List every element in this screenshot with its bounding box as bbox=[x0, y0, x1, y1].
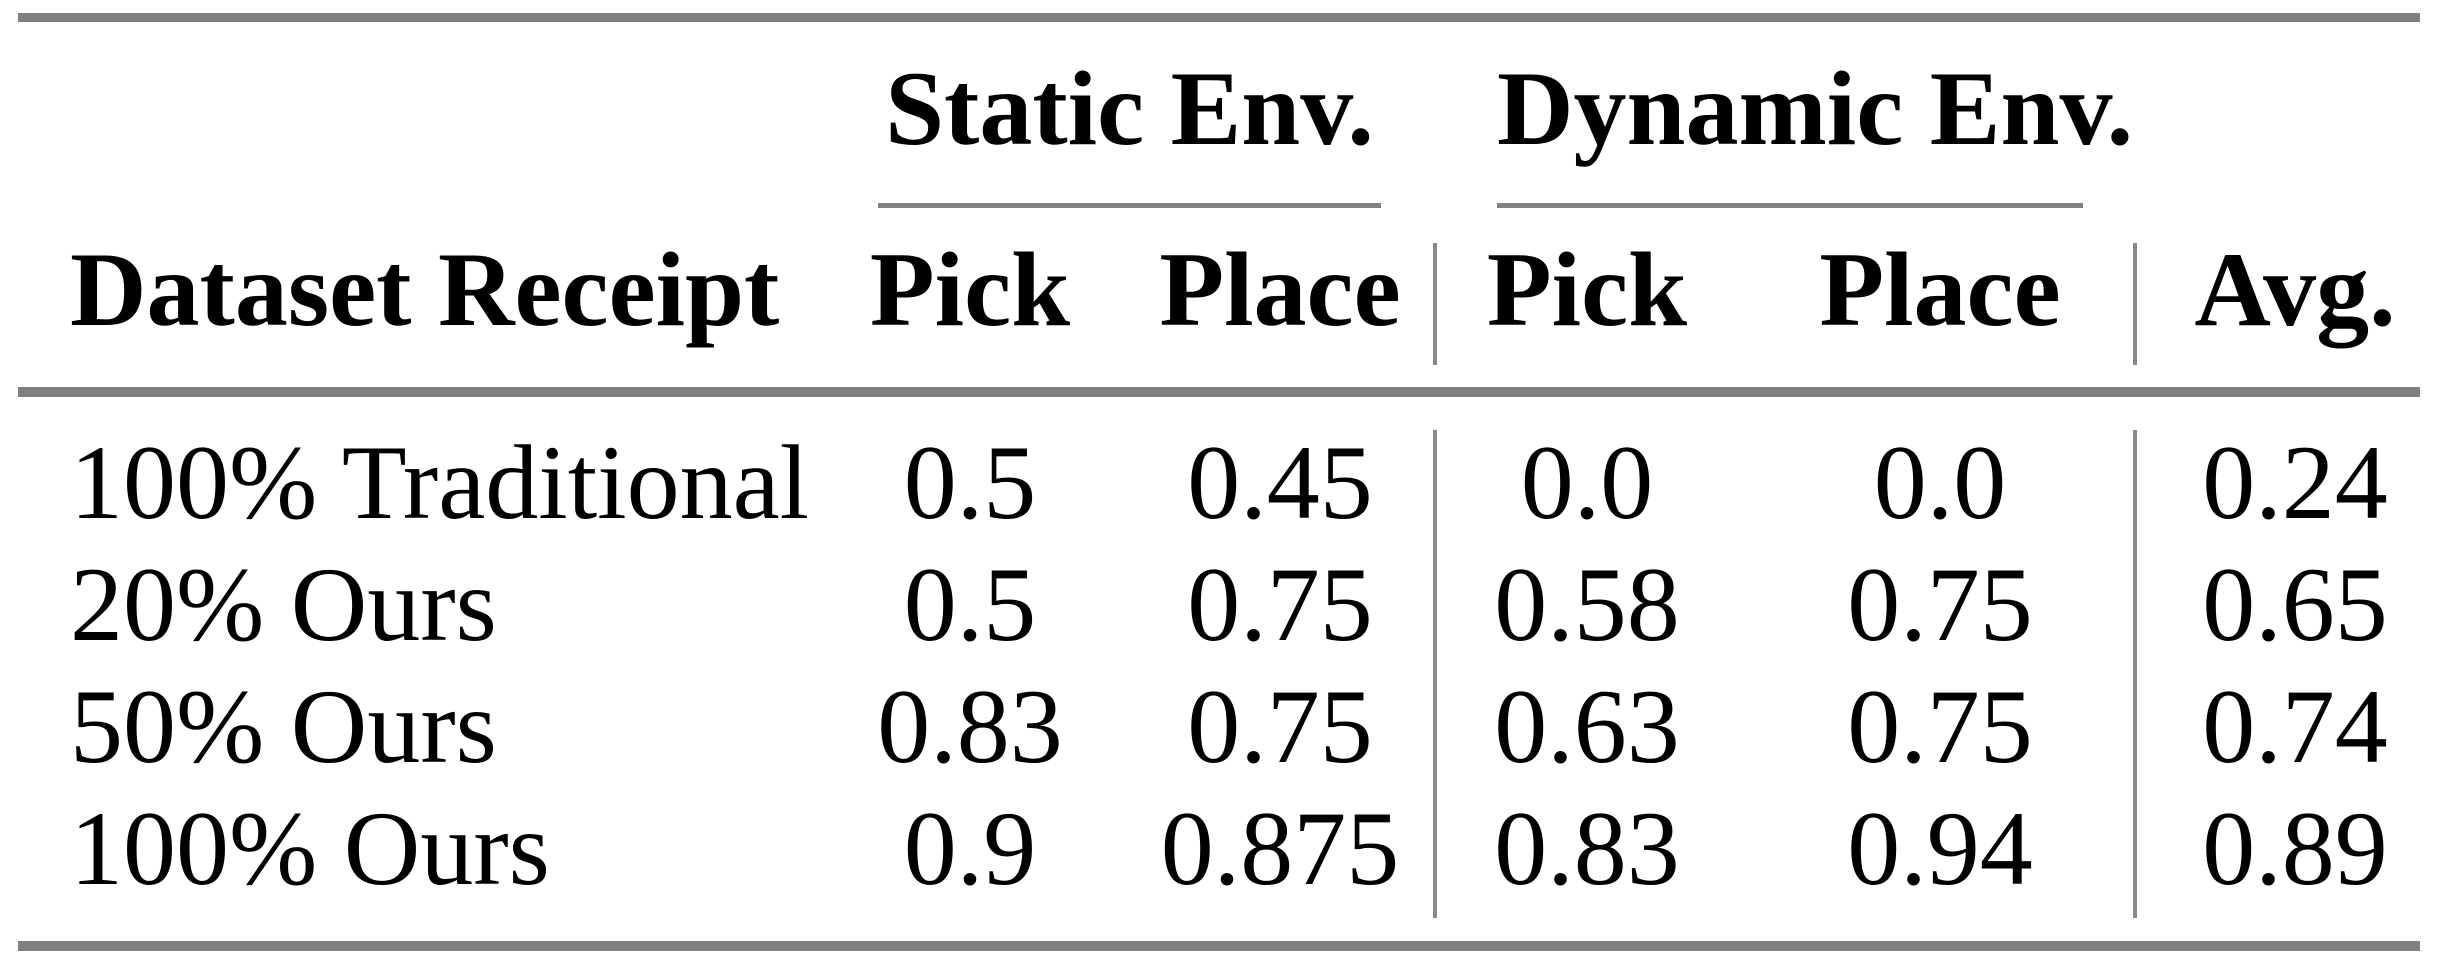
cell-dynamic-pick: 0.58 bbox=[1494, 546, 1680, 663]
vertical-separator-1-header bbox=[1433, 243, 1437, 365]
cell-avg: 0.74 bbox=[2202, 668, 2388, 785]
cell-static-place: 0.875 bbox=[1160, 790, 1400, 907]
cell-static-place: 0.75 bbox=[1187, 668, 1373, 785]
column-header-dataset-receipt: Dataset Receipt bbox=[70, 231, 780, 348]
row-label: 20% Ours bbox=[70, 546, 497, 663]
cell-dynamic-pick: 0.83 bbox=[1494, 790, 1680, 907]
cell-dynamic-pick: 0.63 bbox=[1494, 668, 1680, 785]
group-header-dynamic-env: Dynamic Env. bbox=[1497, 50, 2134, 167]
table-row: 100% Traditional 0.5 0.45 0.0 0.0 0.24 bbox=[0, 422, 2440, 544]
bottom-rule bbox=[18, 941, 2420, 951]
column-header-row: Dataset Receipt Pick Place Pick Place Av… bbox=[0, 232, 2440, 347]
cell-dynamic-pick: 0.0 bbox=[1520, 424, 1654, 541]
cmidrule-static-env bbox=[878, 203, 1381, 208]
column-header-static-pick: Pick bbox=[869, 231, 1071, 348]
cmidrule-dynamic-env bbox=[1497, 203, 2083, 208]
cell-dynamic-place: 0.75 bbox=[1847, 546, 2033, 663]
column-header-avg: Avg. bbox=[2194, 231, 2396, 348]
row-label: 100% Traditional bbox=[70, 424, 810, 541]
cell-avg: 0.24 bbox=[2202, 424, 2388, 541]
column-header-dynamic-place: Place bbox=[1819, 231, 2061, 348]
row-label: 50% Ours bbox=[70, 668, 497, 785]
vertical-separator-1-body bbox=[1433, 430, 1437, 918]
group-header-row: Static Env. Dynamic Env. bbox=[0, 51, 2440, 166]
cell-static-pick: 0.83 bbox=[877, 668, 1063, 785]
cell-dynamic-place: 0.0 bbox=[1873, 424, 2007, 541]
cell-dynamic-place: 0.94 bbox=[1847, 790, 2033, 907]
top-rule bbox=[18, 13, 2420, 22]
cell-static-place: 0.75 bbox=[1187, 546, 1373, 663]
cell-static-pick: 0.9 bbox=[903, 790, 1037, 907]
header-separator-rule bbox=[18, 387, 2420, 397]
column-header-static-place: Place bbox=[1159, 231, 1401, 348]
cell-dynamic-place: 0.75 bbox=[1847, 668, 2033, 785]
row-label: 100% Ours bbox=[70, 790, 550, 907]
cell-static-pick: 0.5 bbox=[903, 424, 1037, 541]
table-row: 20% Ours 0.5 0.75 0.58 0.75 0.65 bbox=[0, 544, 2440, 666]
vertical-separator-2-header bbox=[2133, 243, 2137, 365]
cell-avg: 0.89 bbox=[2202, 790, 2388, 907]
cell-avg: 0.65 bbox=[2202, 546, 2388, 663]
group-header-static-env: Static Env. bbox=[885, 50, 1374, 167]
table-row: 100% Ours 0.9 0.875 0.83 0.94 0.89 bbox=[0, 788, 2440, 910]
table-row: 50% Ours 0.83 0.75 0.63 0.75 0.74 bbox=[0, 666, 2440, 788]
column-header-dynamic-pick: Pick bbox=[1486, 231, 1688, 348]
vertical-separator-2-body bbox=[2133, 430, 2137, 918]
cell-static-pick: 0.5 bbox=[903, 546, 1037, 663]
cell-static-place: 0.45 bbox=[1187, 424, 1373, 541]
